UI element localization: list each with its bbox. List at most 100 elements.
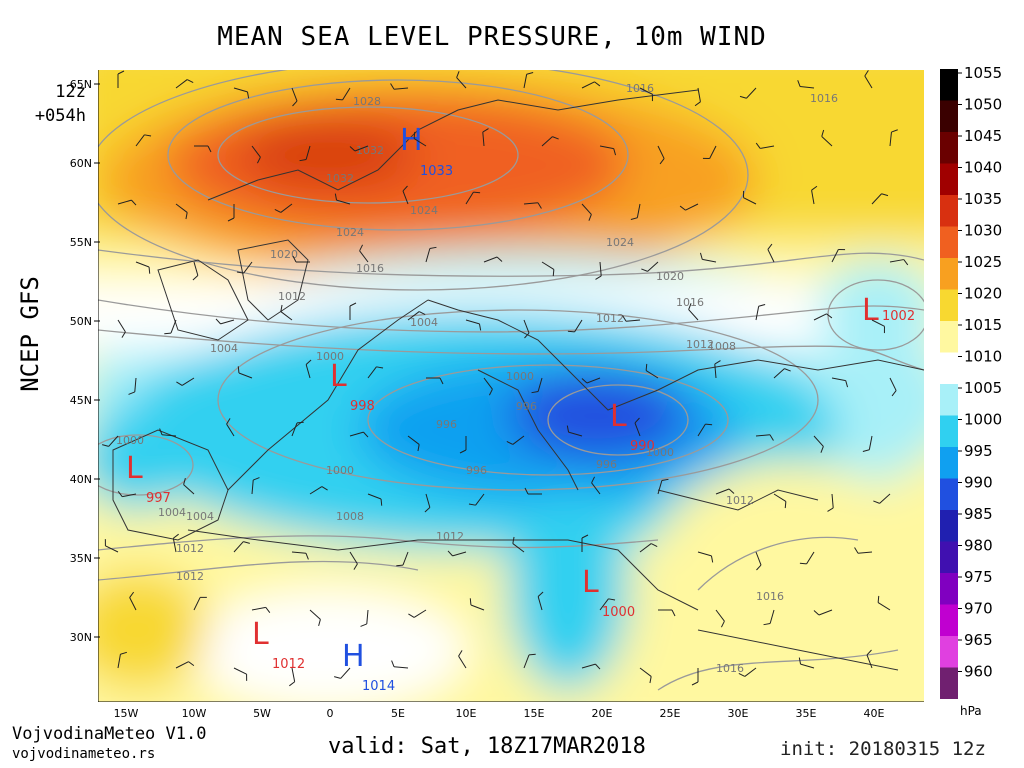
wind-barb: [691, 668, 699, 686]
wind-barb: [634, 417, 641, 437]
isobar-label: 1004: [186, 510, 214, 523]
lat-label: 35N: [70, 552, 92, 565]
lon-label: 5E: [391, 707, 405, 720]
wind-barb: [889, 129, 898, 147]
wind-barb: [889, 259, 909, 266]
colorbar-label: 1035: [964, 190, 1002, 208]
colorbar-swatch: [940, 415, 958, 447]
wind-barb: [424, 493, 431, 513]
lon-label: 5W: [253, 707, 271, 720]
colorbar-swatch: [940, 258, 958, 290]
isobar-label: 1020: [270, 248, 298, 261]
lon-label: 30E: [728, 707, 749, 720]
wind-barb: [537, 591, 544, 611]
wind-barb: [289, 667, 296, 687]
wind-barb: [591, 476, 601, 495]
colorbar-label: 1050: [964, 96, 1002, 114]
wind-barb: [349, 302, 357, 320]
wind-barb: [291, 421, 304, 437]
lat-label: 40N: [70, 473, 92, 486]
wind-barb: [755, 303, 766, 321]
system-value: 1002: [882, 309, 915, 324]
chart-title: MEAN SEA LEVEL PRESSURE, 10m WIND: [217, 22, 767, 52]
colorbar-swatch: [940, 352, 958, 384]
wind-barb: [128, 377, 137, 395]
isobar-label: 1016: [810, 92, 838, 105]
wind-barb: [862, 435, 873, 453]
system-letter: L: [862, 293, 879, 328]
lon-label: 10W: [182, 707, 207, 720]
lon-label: 40E: [864, 707, 885, 720]
isobar-label: 1000: [506, 370, 534, 383]
wind-barb: [215, 318, 235, 325]
wind-barb: [873, 493, 891, 504]
wind-barb: [334, 667, 351, 679]
wind-barb: [459, 436, 467, 454]
wind-barb: [447, 550, 467, 557]
wind-barb: [175, 79, 194, 89]
wind-barb: [755, 142, 775, 149]
wind-barb: [688, 303, 699, 321]
run-hour: 12z: [55, 82, 86, 102]
wind-barb: [413, 131, 427, 147]
system-letter: L: [126, 451, 143, 486]
wind-barb: [581, 81, 601, 89]
wind-barb: [482, 128, 489, 147]
wind-barb: [889, 377, 897, 397]
system-letter: L: [252, 617, 269, 652]
isobar-label: 1024: [336, 226, 364, 239]
wind-barb: [335, 87, 351, 101]
wind-barb: [407, 311, 426, 321]
wind-barb: [599, 598, 616, 611]
wind-barb: [251, 606, 271, 613]
wind-barb: [183, 478, 195, 495]
lon-label: 35E: [796, 707, 817, 720]
wind-barb: [425, 246, 437, 263]
system-h-1014: H 1014: [342, 639, 395, 694]
wind-barb: [117, 651, 128, 669]
wind-barb: [391, 660, 409, 669]
colorbar-swatch: [940, 573, 958, 605]
wind-barb: [798, 657, 815, 669]
isobar-label: 1012: [436, 530, 464, 543]
colorbar-label: 970: [964, 600, 993, 618]
wind-barb: [541, 261, 555, 277]
wind-barb: [702, 145, 717, 159]
wind-barb: [679, 203, 699, 211]
colorbar-swatch: [940, 321, 958, 353]
isobar-label: 1012: [726, 494, 754, 507]
isobar-labels: 1028 1032 1032 1016 1016 1024 1024 1024 1020 1016…: [116, 82, 838, 675]
system-letter: H: [342, 639, 365, 674]
wind-barb: [866, 649, 873, 669]
lon-label: 25E: [660, 707, 681, 720]
wind-barb: [426, 377, 444, 385]
wind-barb: [567, 319, 583, 333]
wind-barb: [871, 319, 885, 334]
colorbar-label: 1025: [964, 253, 1002, 271]
wind-barb: [483, 256, 503, 263]
wind-barb: [465, 319, 482, 331]
isobar-label: 1000: [646, 446, 674, 459]
isobar-label: 1004: [158, 506, 186, 519]
system-letter: L: [582, 565, 599, 600]
colorbar-swatch: [940, 132, 958, 164]
pressure-field: [98, 70, 924, 702]
isobar-label: 1004: [410, 316, 438, 329]
init-time: init: 20180315 12z: [780, 738, 986, 760]
isobar-label: 1032: [356, 144, 384, 157]
wind-barb: [117, 70, 125, 88]
wind-barb: [227, 204, 235, 222]
wind-barb: [102, 435, 119, 447]
coastlines: [112, 89, 924, 671]
wind-barb: [468, 493, 485, 506]
system-letter: L: [610, 399, 627, 434]
colorbar-swatch: [940, 636, 958, 668]
lat-label: 50N: [70, 315, 92, 328]
colorbar: 1055 1050 1045 1040 1035 1030 1025 1020 1015 1010…: [940, 67, 1002, 717]
wind-barb: [821, 129, 833, 147]
wind-barb: [176, 377, 195, 386]
wind-barb: [512, 536, 525, 553]
lon-label: 10E: [456, 707, 477, 720]
